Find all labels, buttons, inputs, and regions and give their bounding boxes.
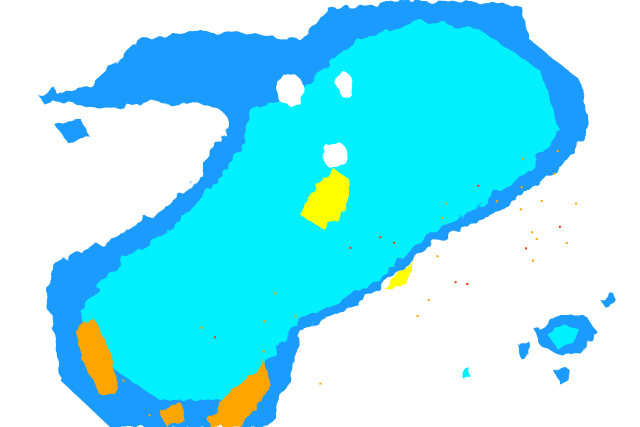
echo-strong-center: [300, 170, 350, 230]
echo-speckle: [575, 202, 578, 205]
echo-speckle: [495, 200, 498, 203]
echo-speckle: [531, 231, 534, 234]
echo-speckle: [256, 388, 259, 391]
echo-speckle: [436, 255, 439, 258]
echo-heavy-bottom: [160, 402, 185, 425]
echo-speckle: [552, 172, 555, 175]
echo-cell-small: [462, 368, 472, 380]
echo-speckle: [531, 259, 534, 262]
echo-speckle: [122, 379, 125, 382]
echo-cell-left-small: [55, 118, 88, 145]
echo-speckle: [200, 326, 203, 329]
echo-speckle: [440, 216, 443, 219]
echo-speckle: [565, 241, 568, 244]
echo-speckle: [540, 199, 543, 202]
echo-gap: [323, 141, 347, 169]
echo-speckle: [454, 281, 457, 284]
echo-speckle: [535, 238, 538, 241]
echo-speckle: [519, 208, 522, 211]
echo-gap: [276, 74, 304, 106]
echo-speckle: [556, 149, 559, 152]
echo-speckle: [392, 241, 395, 244]
echo-speckle: [213, 336, 216, 339]
echo-gap: [150, 103, 230, 147]
echo-heavy-bottom-left: [75, 320, 120, 395]
echo-heavy-bottom-center: [210, 360, 270, 427]
echo-cell-right-small: [555, 368, 570, 383]
echo-speckle: [100, 371, 103, 374]
echo-speckle: [379, 236, 382, 239]
echo-cell-right-small: [518, 340, 530, 358]
echo-speckle: [521, 157, 524, 160]
echo-speckle: [274, 292, 277, 295]
echo-speckle: [520, 186, 523, 189]
echo-speckle: [445, 202, 448, 205]
echo-speckle: [319, 382, 322, 385]
echo-speckle: [466, 282, 469, 285]
echo-speckle: [524, 247, 527, 250]
echo-speckle: [262, 350, 265, 353]
echo-gap: [337, 73, 353, 97]
echo-speckle: [349, 246, 352, 249]
echo-speckle: [294, 315, 297, 318]
echo-cell-right-small: [600, 292, 618, 310]
echo-speckle: [558, 225, 561, 228]
echo-speckle: [427, 299, 430, 302]
echo-strong-edge: [385, 262, 415, 290]
echo-cell-right: [548, 325, 580, 347]
echo-speckle: [148, 414, 151, 417]
echo-speckle: [477, 184, 480, 187]
echo-speckle: [263, 320, 266, 323]
echo-speckle: [416, 314, 419, 317]
echo-cell-left-small: [38, 88, 60, 105]
